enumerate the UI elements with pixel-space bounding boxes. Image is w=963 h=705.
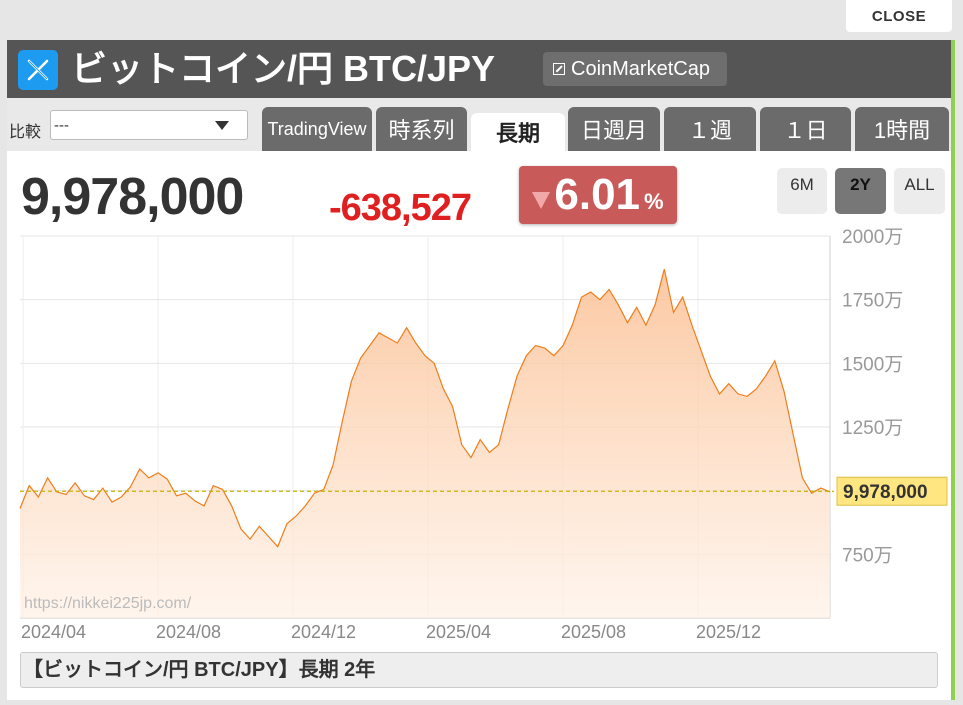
current-price: 9,978,000 — [21, 168, 244, 226]
x-tick-label: 2025/08 — [561, 622, 626, 642]
compare-label: 比較 — [9, 124, 42, 141]
y-tick-label: 1750万 — [842, 291, 903, 312]
tab-long-term[interactable]: 長期 — [471, 113, 565, 151]
y-tick-label: 1500万 — [842, 354, 903, 375]
current-price-label-bg — [836, 476, 948, 506]
compare-select[interactable]: --- — [50, 110, 248, 140]
chevron-down-icon — [215, 121, 229, 130]
price-chart: 2000万 1750万 1500万 1250万 750万 2024/04 2024/08 20… — [19, 227, 948, 642]
range-all-button[interactable]: ALL — [894, 168, 945, 214]
y-tick-label: 750万 — [842, 545, 893, 566]
price-change: -638,527 — [329, 187, 472, 229]
quote-row: 9,978,000 -638,527 6.01 % 6M 2Y ALL — [7, 151, 951, 231]
change-percent-unit: % — [644, 189, 664, 214]
coinmarketcap-label: CoinMarketCap — [571, 57, 710, 80]
y-tick-label: 1250万 — [842, 418, 903, 439]
y-tick-label: 2000万 — [842, 227, 903, 248]
page-title: ビットコイン/円 BTC/JPY — [71, 48, 496, 89]
change-percent-value: 6.01 — [554, 170, 641, 219]
tab-1day[interactable]: １日 — [760, 107, 851, 151]
range-2y-button[interactable]: 2Y — [835, 168, 886, 214]
current-price-label: 9,978,000 — [843, 482, 928, 503]
tab-1hour[interactable]: 1時間 — [855, 107, 949, 151]
watermark: https://nikkei225jp.com/ — [24, 595, 192, 612]
panel-edge — [951, 40, 955, 700]
x-share-icon[interactable] — [18, 50, 58, 90]
close-button[interactable]: CLOSE — [846, 0, 952, 32]
tab-day-week-month[interactable]: 日週月 — [568, 107, 660, 151]
toolbar: 比較 --- TradingView 時系列 長期 日週月 １週 １日 1時間 — [7, 98, 951, 151]
compare-select-value: --- — [54, 117, 69, 134]
range-6m-button[interactable]: 6M — [777, 168, 827, 214]
chart-panel: ビットコイン/円 BTC/JPY CoinMarketCap 比較 --- Tr… — [7, 40, 951, 700]
x-tick-label: 2024/12 — [291, 622, 356, 642]
x-tick-label: 2025/04 — [426, 622, 491, 642]
tab-tradingview[interactable]: TradingView — [262, 107, 372, 151]
x-tick-label: 2024/04 — [21, 622, 86, 642]
x-tick-label: 2024/08 — [156, 622, 221, 642]
triangle-down-icon — [532, 191, 551, 209]
x-tick-label: 2025/12 — [696, 622, 761, 642]
change-percent-badge: 6.01 % — [519, 166, 677, 224]
tab-timeseries[interactable]: 時系列 — [376, 107, 467, 151]
external-link-icon — [553, 63, 565, 75]
tab-1week[interactable]: １週 — [664, 107, 756, 151]
chart-caption: 【ビットコイン/円 BTC/JPY】長期 2年 — [20, 652, 938, 688]
price-area — [20, 269, 830, 618]
header-bar: ビットコイン/円 BTC/JPY CoinMarketCap — [7, 40, 951, 98]
coinmarketcap-link[interactable]: CoinMarketCap — [543, 52, 727, 86]
price-line — [19, 268, 831, 548]
